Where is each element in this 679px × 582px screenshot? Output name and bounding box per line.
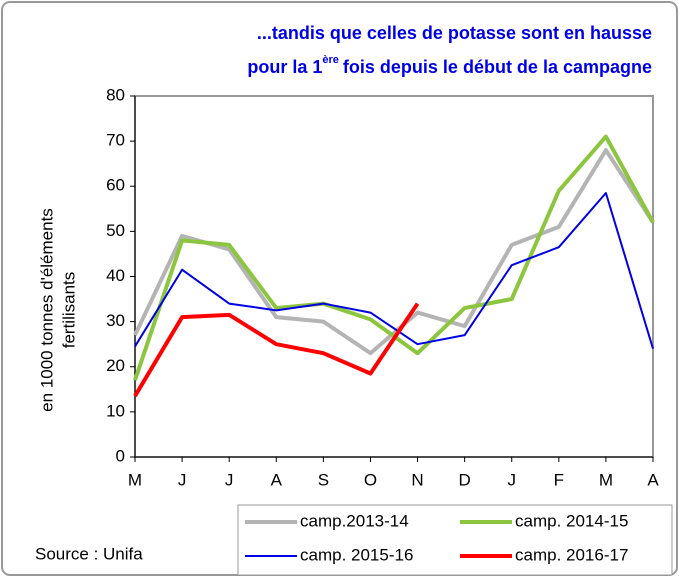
y-tick-label: 20 (106, 356, 125, 375)
x-tick-label: J (178, 470, 187, 489)
x-tick-label: F (554, 470, 564, 489)
title-sup: ère (322, 54, 339, 66)
legend-label: camp.2013-14 (300, 511, 409, 530)
x-tick-label: M (128, 470, 142, 489)
y-tick-label: 0 (116, 446, 125, 465)
x-tick-label: J (225, 470, 234, 489)
chart-title: ...tandis que celles de potasse sont en … (257, 23, 652, 43)
y-tick-label: 30 (106, 311, 125, 330)
y-tick-label: 70 (106, 131, 125, 150)
title-part: pour la 1 (247, 57, 322, 77)
y-tick-label: 10 (106, 401, 125, 420)
x-tick-label: S (318, 470, 329, 489)
x-tick-label: J (507, 470, 516, 489)
line-series (134, 192, 654, 349)
legend (237, 504, 673, 576)
legend-label: camp. 2015-16 (300, 545, 413, 564)
y-axis-label: en 1000 tonnes d'éléments (37, 208, 56, 412)
chart-title-line2: pour la 1ère fois depuis le début de la c… (247, 54, 652, 77)
x-tick-label: N (411, 470, 423, 489)
line-series (133, 148, 655, 356)
line-series (133, 302, 420, 398)
legend-label: camp. 2014-15 (515, 511, 628, 530)
y-tick-label: 40 (106, 266, 125, 285)
title-part: fois depuis le début de la campagne (343, 57, 652, 77)
x-tick-label: A (271, 470, 283, 489)
y-tick-label: 80 (106, 85, 125, 104)
x-tick-label: D (458, 470, 470, 489)
source: Source : Unifa (35, 544, 143, 563)
x-tick-label: O (364, 470, 377, 489)
x-tick-label: M (599, 470, 613, 489)
y-tick-label: 50 (106, 221, 125, 240)
y-tick-label: 60 (106, 176, 125, 195)
x-tick-label: A (647, 470, 659, 489)
y-axis-label: fertilisants (59, 272, 78, 349)
legend-label: camp. 2016-17 (515, 545, 628, 564)
